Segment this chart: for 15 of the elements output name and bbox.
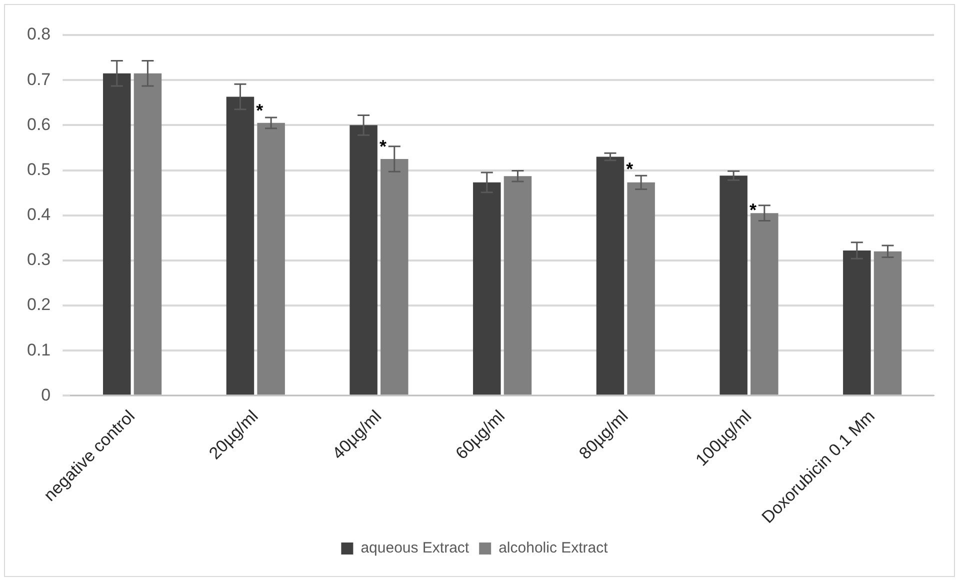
y-tick-label: 0.1 <box>26 340 51 360</box>
y-tick-label: 0.5 <box>26 160 51 179</box>
y-tick-label: 0.4 <box>26 205 51 224</box>
legend-label: aqueous Extract <box>360 540 470 557</box>
y-tick-label: 0.6 <box>26 114 51 134</box>
annotation: * <box>749 200 756 220</box>
y-tick-label: 0 <box>41 385 51 404</box>
annotation: * <box>626 159 634 180</box>
y-tick-label: 0.3 <box>26 250 51 270</box>
y-tick-label: 0.8 <box>26 24 51 44</box>
legend-label: alcoholic Extract <box>498 540 609 557</box>
annotation: * <box>256 100 264 121</box>
y-tick-label: 0.7 <box>26 70 51 89</box>
y-tick-label: 0.2 <box>26 295 51 314</box>
annotation: * <box>379 136 386 157</box>
